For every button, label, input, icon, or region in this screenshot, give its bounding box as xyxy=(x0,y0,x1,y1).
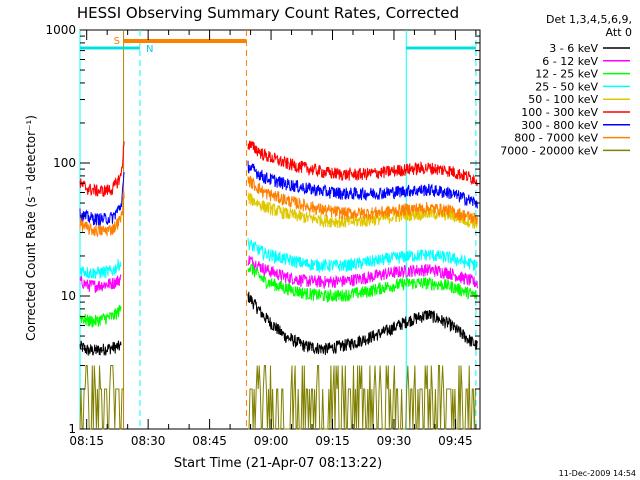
legend-entry-label: 300 - 800 keV xyxy=(521,119,598,132)
y-axis-label: Corrected Count Rate (s⁻¹ detector⁻¹) xyxy=(24,115,38,341)
marker-layer xyxy=(79,30,477,429)
legend-entry-label: 100 - 300 keV xyxy=(521,106,598,119)
x-tick-label: 09:45 xyxy=(438,434,473,448)
series-layer xyxy=(79,140,478,430)
series-line-post xyxy=(247,263,478,303)
flag-layer: SN xyxy=(80,36,476,55)
series-line-pre xyxy=(79,191,125,237)
series-line-post xyxy=(247,160,478,209)
legend-header-line-2: Att 0 xyxy=(606,26,632,39)
y-tick-label: 1 xyxy=(68,422,76,436)
series-line-post xyxy=(247,255,478,290)
series-line-pre xyxy=(79,274,122,293)
series-line-post xyxy=(247,140,478,187)
flag-label: S xyxy=(114,36,120,47)
series-line-pre xyxy=(79,141,125,197)
x-tick-label: 09:00 xyxy=(254,434,289,448)
x-tick-label: 08:15 xyxy=(69,434,104,448)
legend-entry-label: 7000 - 20000 keV xyxy=(500,144,598,157)
legend-entry-label: 12 - 25 keV xyxy=(535,68,598,81)
x-tick-label: 08:45 xyxy=(192,434,227,448)
chart-title: HESSI Observing Summary Count Rates, Cor… xyxy=(77,4,459,22)
y-tick-label: 100 xyxy=(53,156,76,170)
series-line-pre xyxy=(79,365,124,430)
flag-label: N xyxy=(146,44,153,55)
legend-entry-label: 50 - 100 keV xyxy=(528,93,598,106)
x-tick-label: 08:30 xyxy=(131,434,166,448)
x-axis-label: Start Time (21-Apr-07 08:13:22) xyxy=(174,456,382,471)
series-line-pre xyxy=(79,172,125,226)
legend-entry-label: 800 - 7000 keV xyxy=(514,132,598,145)
x-tick-label: 09:30 xyxy=(377,434,412,448)
footer-date: 11-Dec-2009 14:54 xyxy=(559,469,636,478)
series-line-pre xyxy=(79,304,122,329)
y-tick-label: 1000 xyxy=(45,23,76,37)
legend-entry-label: 3 - 6 keV xyxy=(549,42,598,55)
axis-layer: 1 10 100 1000 08:15 08:30 08:45 09:00 09:15 09:30… xyxy=(45,23,480,448)
series-line-post xyxy=(247,175,478,225)
series-line-post xyxy=(248,365,478,430)
series-line-post xyxy=(247,237,478,274)
legend-entry-label: 6 - 12 keV xyxy=(542,55,598,68)
series-line-post xyxy=(247,291,478,356)
y-tick-label: 10 xyxy=(61,289,76,303)
series-line-pre xyxy=(79,259,122,280)
legend-entry-label: 25 - 50 keV xyxy=(535,80,598,93)
x-tick-label: 09:15 xyxy=(315,434,350,448)
series-line-pre xyxy=(79,340,122,356)
legend-header-line-1: Det 1,3,4,5,6,9, xyxy=(546,13,632,26)
